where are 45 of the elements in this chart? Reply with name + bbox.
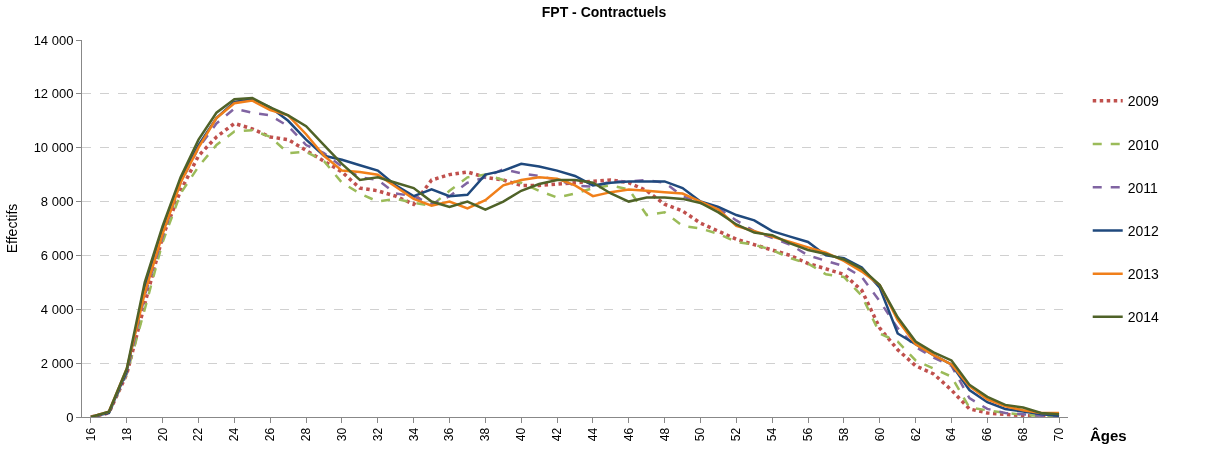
x-tick-label: 26 — [263, 427, 278, 442]
chart-title: FPT - Contractuels — [541, 3, 667, 20]
x-tick-label: 46 — [621, 427, 636, 442]
x-tick-label: 48 — [657, 427, 672, 442]
legend-label: 2013 — [1127, 266, 1160, 283]
x-tick-label: 24 — [227, 427, 242, 442]
y-tick-label: 6 000 — [40, 247, 74, 263]
x-tick-label: 50 — [693, 427, 708, 442]
x-tick-label: 66 — [980, 427, 995, 442]
x-tick-label: 64 — [944, 427, 959, 442]
legend-label: 2010 — [1127, 136, 1160, 153]
y-tick-label: 2 000 — [40, 355, 74, 371]
y-tick-label: 12 000 — [33, 86, 74, 102]
x-tick-label: 54 — [765, 427, 780, 442]
x-tick-label: 44 — [585, 427, 600, 442]
x-tick-label: 38 — [478, 427, 493, 442]
x-tick-label: 16 — [83, 427, 98, 442]
x-tick-label: 20 — [155, 427, 170, 442]
y-tick-label: 8 000 — [40, 194, 74, 210]
x-tick-label: 40 — [514, 427, 529, 442]
x-tick-label: 30 — [334, 427, 349, 442]
x-tick-label: 28 — [298, 427, 313, 442]
y-axis-title: Effectifs — [4, 203, 21, 254]
x-tick-label: 34 — [406, 427, 421, 442]
x-tick-label: 18 — [119, 427, 134, 442]
x-tick-label: 62 — [908, 427, 923, 442]
x-tick-label: 36 — [442, 427, 457, 442]
x-tick-label: 70 — [1051, 427, 1066, 442]
x-tick-label: 42 — [549, 427, 564, 442]
y-tick-label: 0 — [66, 409, 74, 425]
y-tick-label: 10 000 — [33, 140, 74, 156]
legend-label: 2014 — [1127, 309, 1160, 326]
x-tick-label: 58 — [836, 427, 851, 442]
y-tick-label: 14 000 — [33, 32, 74, 48]
x-tick-label: 56 — [800, 427, 815, 442]
x-axis-title: Âges — [1090, 427, 1127, 444]
legend-label: 2011 — [1127, 179, 1159, 196]
x-tick-label: 32 — [370, 427, 385, 442]
x-tick-label: 60 — [872, 427, 887, 442]
y-tick-label: 4 000 — [40, 301, 74, 317]
legend-label: 2009 — [1127, 93, 1160, 110]
legend-label: 2012 — [1127, 222, 1160, 239]
x-tick-label: 22 — [191, 427, 206, 442]
x-tick-label: 68 — [1016, 427, 1031, 442]
x-tick-label: 52 — [729, 427, 744, 442]
